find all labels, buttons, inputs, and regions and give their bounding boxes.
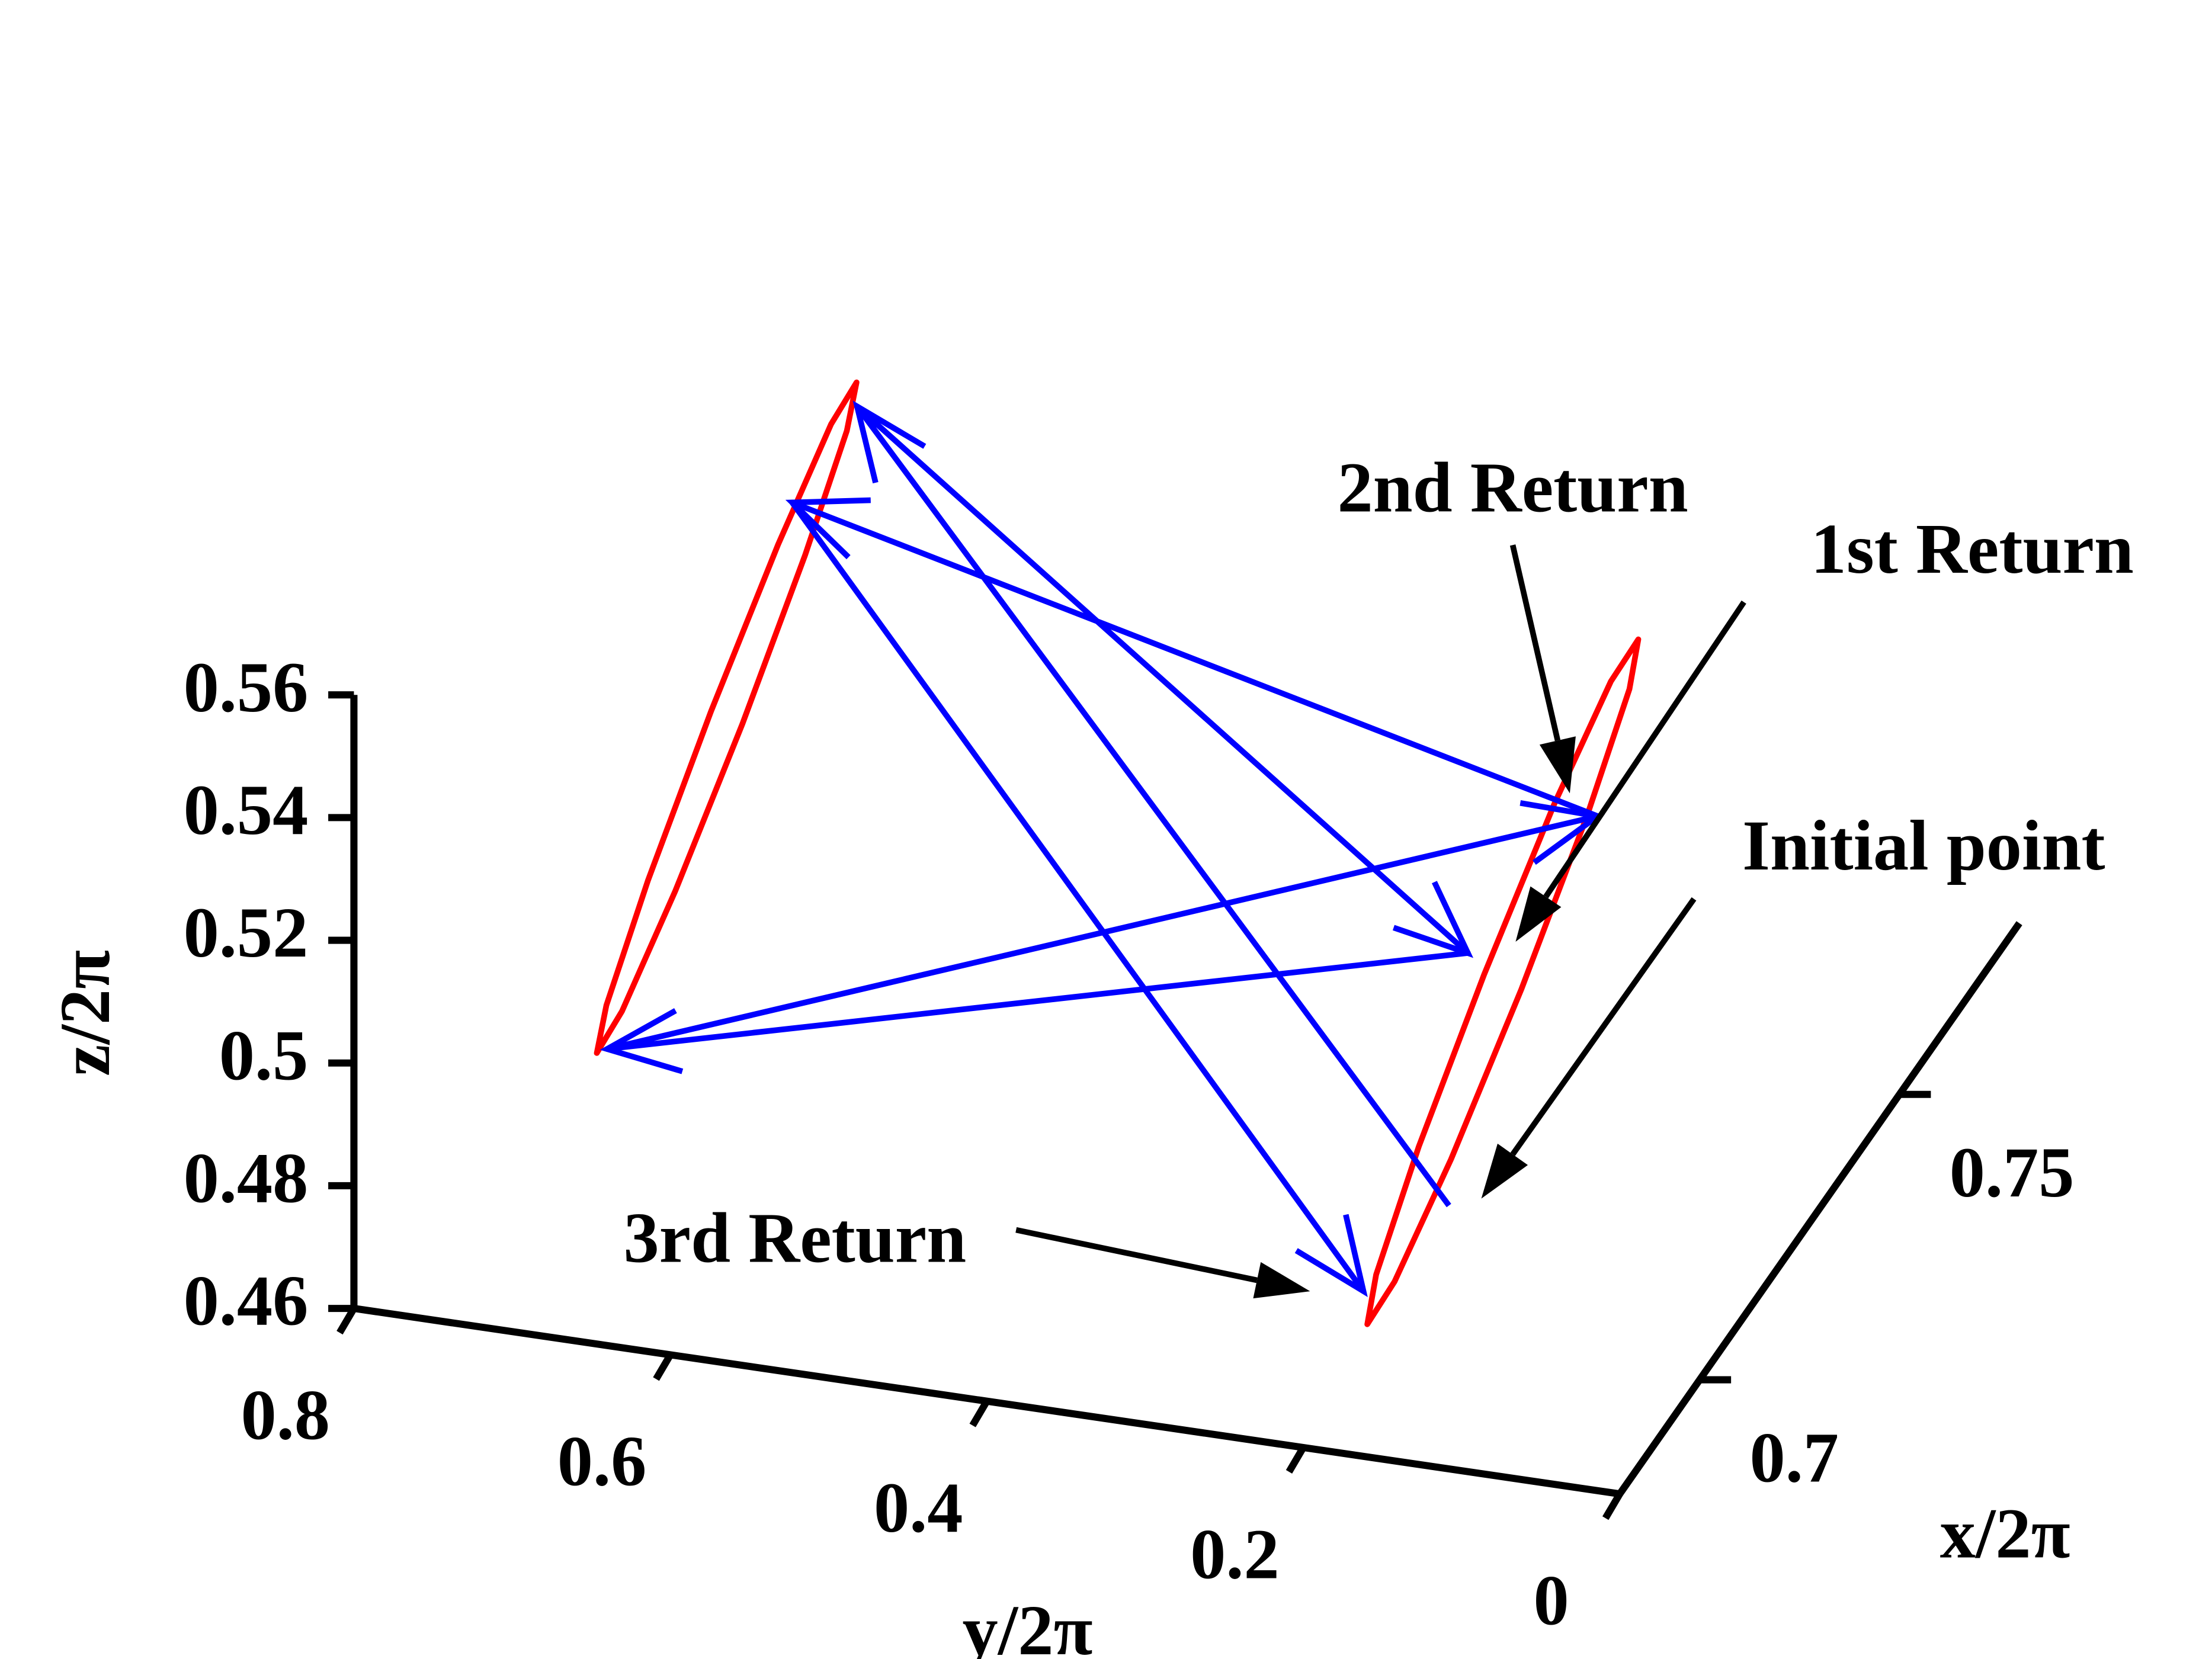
arrow-head xyxy=(1294,1214,1368,1297)
y-tick-label: 0 xyxy=(1534,1562,1569,1641)
y-tick-label: 0.4 xyxy=(874,1469,963,1548)
annotation-arrow xyxy=(1015,1227,1258,1283)
annotation-arrow-head xyxy=(1481,1143,1528,1199)
y-tick xyxy=(336,1307,357,1335)
y-tick xyxy=(1602,1492,1623,1520)
z-tick-label: 0.52 xyxy=(184,894,309,973)
z-tick-label: 0.5 xyxy=(219,1016,309,1095)
z-tick-label: 0.54 xyxy=(184,771,309,850)
arrow-head xyxy=(1392,881,1474,958)
orbit-curve xyxy=(594,379,860,1056)
annotation-arrow xyxy=(1543,600,1746,899)
arrow-head xyxy=(600,1008,684,1074)
annotation-arrow-head xyxy=(1515,886,1562,942)
z-tick-label: 0.48 xyxy=(184,1140,309,1218)
z-tick-label: 0.56 xyxy=(184,649,309,727)
annotation-arrow-head xyxy=(1539,736,1576,794)
annotation-arrow xyxy=(1509,544,1561,742)
y-tick xyxy=(653,1353,674,1381)
annotation: 3rd Return xyxy=(623,1199,966,1278)
arrow-head xyxy=(852,400,927,484)
z-tick-label: 0.46 xyxy=(184,1262,309,1341)
y-tick-label: 0.2 xyxy=(1190,1515,1280,1594)
x-tick-label: 0.7 xyxy=(1749,1419,1839,1498)
annotation-arrow-head xyxy=(1253,1262,1310,1299)
annotation: 1st Return xyxy=(1811,510,2134,589)
y-tick-label: 0.8 xyxy=(241,1376,331,1455)
annotation-arrow xyxy=(1510,897,1697,1156)
y-tick xyxy=(969,1399,990,1427)
annotation: 2nd Return xyxy=(1337,449,1688,528)
z-axis-label: z/2π xyxy=(46,950,125,1076)
x-axis-label: x/2π xyxy=(1940,1494,2070,1573)
y-tick xyxy=(1285,1445,1307,1474)
x-axis xyxy=(1617,921,2022,1496)
y-axis-label: y/2π xyxy=(963,1591,1093,1659)
annotation: Initial point xyxy=(1742,807,2105,885)
y-tick-label: 0.6 xyxy=(557,1423,647,1501)
y-axis xyxy=(353,1305,1621,1498)
x-tick-label: 0.75 xyxy=(1950,1134,2075,1212)
arrow-head xyxy=(785,497,871,560)
